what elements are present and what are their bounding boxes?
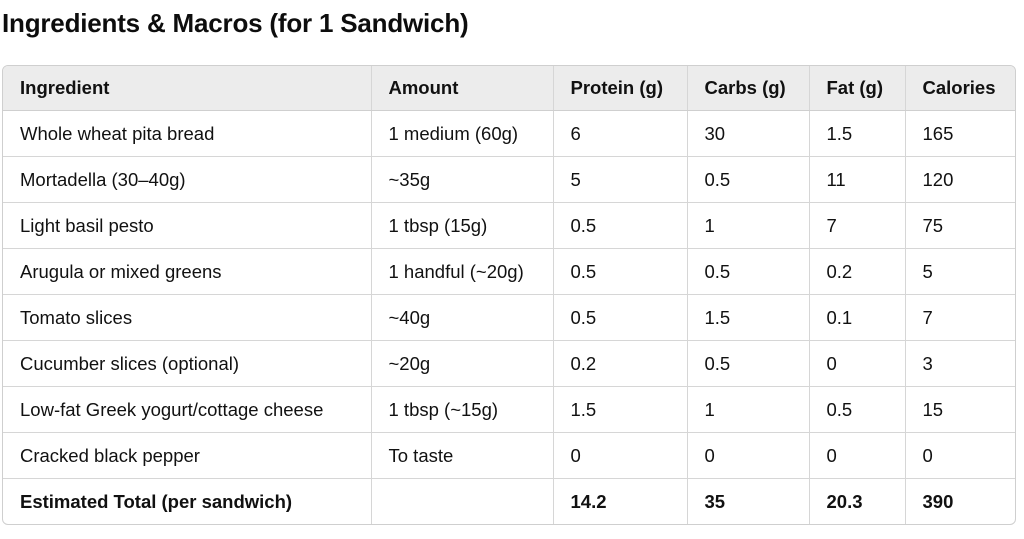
cell-ingredient: Cracked black pepper <box>3 432 372 479</box>
cell-ingredient: Mortadella (30–40g) <box>3 156 372 203</box>
cell-calories: 75 <box>905 202 1015 249</box>
header-protein: Protein (g) <box>553 66 688 111</box>
cell-ingredient: Low-fat Greek yogurt/cottage cheese <box>3 386 372 433</box>
cell-fat: 0 <box>809 340 906 387</box>
table-row: Whole wheat pita bread 1 medium (60g) 6 … <box>3 110 1015 157</box>
cell-calories: 15 <box>905 386 1015 433</box>
cell-ingredient: Whole wheat pita bread <box>3 110 372 157</box>
total-carbs: 35 <box>687 478 810 524</box>
header-amount: Amount <box>371 66 554 111</box>
cell-carbs: 0.5 <box>687 248 810 295</box>
cell-calories: 120 <box>905 156 1015 203</box>
cell-protein: 0.5 <box>553 294 688 341</box>
cell-carbs: 0 <box>687 432 810 479</box>
cell-calories: 5 <box>905 248 1015 295</box>
macros-table: Ingredient Amount Protein (g) Carbs (g) … <box>3 66 1015 524</box>
cell-carbs: 1 <box>687 202 810 249</box>
cell-amount: To taste <box>371 432 554 479</box>
header-fat: Fat (g) <box>809 66 906 111</box>
cell-ingredient: Tomato slices <box>3 294 372 341</box>
table-row: Light basil pesto 1 tbsp (15g) 0.5 1 7 7… <box>3 202 1015 249</box>
cell-calories: 0 <box>905 432 1015 479</box>
cell-fat: 1.5 <box>809 110 906 157</box>
cell-calories: 7 <box>905 294 1015 341</box>
total-amount <box>371 478 554 524</box>
cell-protein: 0.2 <box>553 340 688 387</box>
table-row: Cucumber slices (optional) ~20g 0.2 0.5 … <box>3 340 1015 387</box>
cell-carbs: 1.5 <box>687 294 810 341</box>
cell-carbs: 30 <box>687 110 810 157</box>
cell-amount: 1 medium (60g) <box>371 110 554 157</box>
total-fat: 20.3 <box>809 478 906 524</box>
macros-table-container: Ingredient Amount Protein (g) Carbs (g) … <box>2 65 1016 525</box>
header-ingredient: Ingredient <box>3 66 372 111</box>
cell-protein: 6 <box>553 110 688 157</box>
cell-amount: ~35g <box>371 156 554 203</box>
total-label: Estimated Total (per sandwich) <box>3 478 372 524</box>
page-title: Ingredients & Macros (for 1 Sandwich) <box>2 8 469 38</box>
cell-amount: 1 tbsp (~15g) <box>371 386 554 433</box>
table-row: Low-fat Greek yogurt/cottage cheese 1 tb… <box>3 386 1015 433</box>
cell-fat: 0.2 <box>809 248 906 295</box>
cell-amount: 1 handful (~20g) <box>371 248 554 295</box>
header-calories: Calories <box>905 66 1015 111</box>
cell-protein: 5 <box>553 156 688 203</box>
header-carbs: Carbs (g) <box>687 66 810 111</box>
cell-fat: 0 <box>809 432 906 479</box>
cell-protein: 0 <box>553 432 688 479</box>
cell-carbs: 0.5 <box>687 156 810 203</box>
cell-ingredient: Cucumber slices (optional) <box>3 340 372 387</box>
total-calories: 390 <box>922 490 954 512</box>
cell-amount: ~20g <box>371 340 554 387</box>
cell-carbs: 1 <box>687 386 810 433</box>
cell-protein: 1.5 <box>553 386 688 433</box>
table-row: Cracked black pepper To taste 0 0 0 0 <box>3 432 1015 479</box>
cell-protein: 0.5 <box>553 202 688 249</box>
table-row: Arugula or mixed greens 1 handful (~20g)… <box>3 248 1015 295</box>
cell-ingredient: Light basil pesto <box>3 202 372 249</box>
cell-fat: 0.5 <box>809 386 906 433</box>
table-row: Tomato slices ~40g 0.5 1.5 0.1 7 <box>3 294 1015 341</box>
cell-amount: 1 tbsp (15g) <box>371 202 554 249</box>
cell-carbs: 0.5 <box>687 340 810 387</box>
cell-fat: 11 <box>809 156 906 203</box>
table-header-row: Ingredient Amount Protein (g) Carbs (g) … <box>3 66 1015 111</box>
cell-protein: 0.5 <box>553 248 688 295</box>
cell-calories: 3 <box>905 340 1015 387</box>
cell-amount: ~40g <box>371 294 554 341</box>
cell-fat: 7 <box>809 202 906 249</box>
cell-calories: 165 <box>905 110 1015 157</box>
table-row: Mortadella (30–40g) ~35g 5 0.5 11 120 <box>3 156 1015 203</box>
total-protein: 14.2 <box>553 478 688 524</box>
cell-fat: 0.1 <box>809 294 906 341</box>
cell-ingredient: Arugula or mixed greens <box>3 248 372 295</box>
total-row: Estimated Total (per sandwich) 14.2 35 2… <box>3 478 1015 524</box>
